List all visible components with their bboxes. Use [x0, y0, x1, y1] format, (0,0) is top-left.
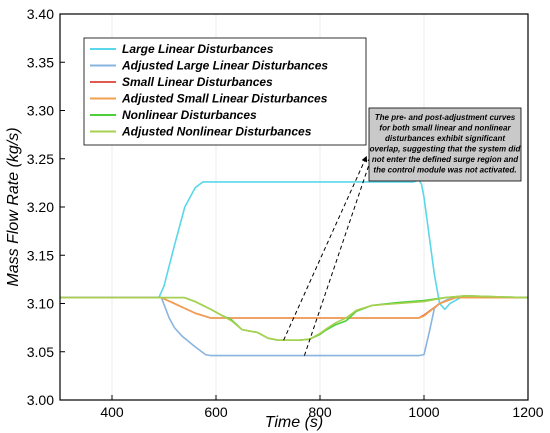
y-tick-label: 3.30 [27, 103, 54, 119]
series-line [60, 296, 528, 319]
x-axis-ticks: 400 600 800 1000 1200 [100, 395, 544, 420]
legend-entry: Adjusted Small Linear Disturbances [121, 92, 328, 106]
legend-entry: Adjusted Large Linear Disturbances [121, 59, 328, 73]
y-tick-label: 3.20 [27, 199, 54, 215]
annotation-line: for both small linear and nonlinear [379, 124, 511, 133]
y-tick-label: 3.00 [27, 392, 54, 408]
annotation-arrow [283, 155, 368, 341]
x-tick-label: 1200 [512, 404, 543, 420]
legend-entry: Nonlinear Disturbances [122, 108, 257, 122]
y-tick-label: 3.05 [27, 344, 54, 360]
y-tick-label: 3.25 [27, 151, 54, 167]
legend-entry: Small Linear Disturbances [122, 75, 273, 89]
series-lines [60, 179, 529, 357]
y-tick-label: 3.10 [27, 296, 54, 312]
series-line [60, 179, 528, 311]
annotation-arrow [303, 155, 373, 356]
x-tick-label: 400 [100, 404, 124, 420]
annotation-line: disturbances exhibit significant [385, 134, 505, 143]
y-tick-label: 3.35 [27, 54, 54, 70]
annotation-line: overlap, suggesting that the system did [370, 145, 522, 154]
annotation-line: The pre- and post-adjustment curves [375, 113, 516, 122]
series-line [60, 296, 528, 319]
x-tick-label: 600 [204, 404, 228, 420]
legend-entry: Adjusted Nonlinear Disturbances [121, 125, 312, 139]
y-axis-ticks: 3.00 3.05 3.10 3.15 3.20 3.25 3.30 3.35 3.40 [27, 6, 65, 408]
series-line [60, 296, 528, 357]
legend-entry: Large Linear Disturbances [122, 42, 274, 56]
x-axis-title: Time (s) [265, 414, 324, 431]
x-tick-label: 1000 [408, 404, 439, 420]
legend-box [83, 37, 367, 146]
annotation-box [368, 107, 522, 182]
y-tick-label: 3.40 [27, 6, 54, 22]
annotation-arrows [283, 155, 373, 356]
x-tick-label: 800 [308, 404, 332, 420]
y-tick-label: 3.15 [27, 247, 54, 263]
y-axis-title: Mass Flow Rate (kg/s) [5, 127, 22, 286]
legend: Large Linear Disturbances Adjusted Large … [83, 37, 367, 146]
annotation-note: The pre- and post-adjustment curves for b… [368, 107, 522, 182]
annotation-line: the control module was not activated. [373, 166, 516, 175]
annotation-line: not enter the defined surge region and [372, 155, 519, 164]
